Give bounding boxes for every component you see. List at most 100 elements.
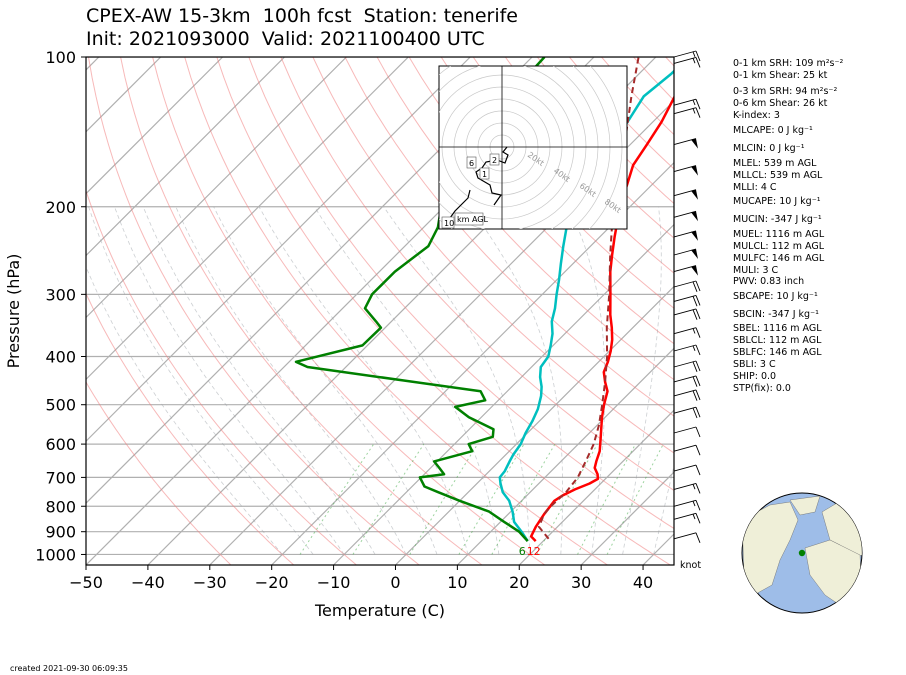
dry-adiabat bbox=[184, 57, 608, 565]
index-name: MLCIN: bbox=[733, 143, 770, 154]
x-tick-label: −30 bbox=[193, 573, 227, 592]
dry-adiabat bbox=[408, 57, 674, 345]
index-line: MULI: 3 C bbox=[733, 265, 778, 276]
y-tick-label: 900 bbox=[45, 523, 76, 542]
index-value: 25 kt bbox=[803, 70, 828, 81]
index-value: 1116 m AGL bbox=[763, 323, 822, 334]
index-line: 0-1 km Shear: 25 kt bbox=[733, 70, 827, 81]
wind-barb bbox=[673, 482, 701, 494]
wind-barb bbox=[673, 375, 701, 387]
index-line: MUCIN: -347 J kg⁻¹ bbox=[733, 214, 822, 225]
index-value: 26 kt bbox=[803, 98, 828, 109]
index-name: PWV: bbox=[733, 276, 761, 287]
index-value: 0 J kg⁻¹ bbox=[769, 143, 805, 154]
moist-adiabat bbox=[88, 206, 314, 555]
index-value: 3 C bbox=[759, 359, 776, 370]
mixing-ratio-line bbox=[299, 443, 375, 555]
index-value: 539 m AGL bbox=[764, 158, 817, 169]
index-value: 10 J kg⁻¹ bbox=[779, 196, 821, 207]
x-tick-label: 40 bbox=[633, 573, 653, 592]
index-line: SBEL: 1116 m AGL bbox=[733, 323, 822, 334]
index-value: 112 m AGL bbox=[769, 335, 822, 346]
moist-adiabat bbox=[567, 206, 606, 555]
moist-adiabat bbox=[383, 206, 531, 555]
index-line: MLLI: 4 C bbox=[733, 182, 777, 193]
wind-barb bbox=[673, 248, 698, 259]
moist-adiabat bbox=[142, 206, 376, 555]
dry-adiabat bbox=[312, 57, 674, 454]
index-name: SBEL: bbox=[733, 323, 764, 334]
wind-barb bbox=[673, 499, 701, 511]
index-line: 0-1 km SRH: 109 m²s⁻² bbox=[733, 58, 843, 69]
wind-barb bbox=[673, 265, 698, 276]
index-line: 0-3 km SRH: 94 m²s⁻² bbox=[733, 86, 837, 97]
isotherm-line bbox=[86, 57, 285, 257]
isotherm-line bbox=[518, 409, 674, 565]
x-tick-label: −20 bbox=[255, 573, 289, 592]
index-name: MULCL: bbox=[733, 241, 772, 252]
index-value: 0.83 inch bbox=[760, 276, 805, 287]
wind-barb bbox=[673, 138, 698, 149]
wind-barb bbox=[673, 210, 698, 222]
index-value: 112 m AGL bbox=[771, 241, 825, 252]
x-tick-label: −40 bbox=[131, 573, 165, 592]
index-line: MUCAPE: 10 J kg⁻¹ bbox=[733, 196, 821, 207]
x-tick-label: 10 bbox=[447, 573, 467, 592]
index-value: 4 C bbox=[760, 182, 777, 193]
isotherm-line bbox=[86, 57, 471, 443]
surface-dewpoint-label: 6 bbox=[519, 545, 526, 558]
wind-barb bbox=[673, 107, 701, 118]
index-name: SBCAPE: bbox=[733, 291, 777, 302]
mixing-ratio-line bbox=[491, 443, 556, 555]
index-value: 1116 m AGL bbox=[765, 229, 825, 240]
isotherm-line bbox=[209, 99, 674, 565]
index-line: SBCIN: -347 J kg⁻¹ bbox=[733, 309, 819, 320]
wind-barb bbox=[673, 512, 701, 524]
index-line: SHIP: 0.0 bbox=[733, 371, 776, 382]
index-value: 539 m AGL bbox=[769, 170, 823, 181]
hodograph-height-label: 1 bbox=[482, 170, 487, 179]
wind-barb bbox=[673, 189, 698, 200]
index-value: 109 m²s⁻² bbox=[795, 58, 844, 69]
isotherm-line bbox=[86, 57, 409, 381]
index-value: 3 C bbox=[762, 265, 779, 276]
index-line: MULFC: 146 m AGL bbox=[733, 253, 824, 264]
moist-adiabat bbox=[114, 206, 345, 555]
index-name: MLCAPE: bbox=[733, 125, 778, 136]
wind-barb bbox=[673, 50, 701, 62]
hodograph-height-label: 10 bbox=[444, 219, 454, 228]
y-tick-label: 400 bbox=[45, 348, 76, 367]
index-value: 10 J kg⁻¹ bbox=[776, 291, 818, 302]
dry-adiabat bbox=[344, 57, 674, 417]
wind-barb bbox=[673, 464, 701, 476]
isotherm-line bbox=[456, 347, 674, 565]
isotherm-line bbox=[580, 471, 674, 565]
y-tick-label: 600 bbox=[45, 435, 76, 454]
mixing-ratio-line bbox=[458, 443, 525, 555]
index-line: SBCAPE: 10 J kg⁻¹ bbox=[733, 291, 818, 302]
index-value: -347 J kg⁻¹ bbox=[770, 214, 822, 225]
index-line: MLCIN: 0 J kg⁻¹ bbox=[733, 143, 805, 154]
dry-adiabat bbox=[86, 381, 232, 565]
index-line: MLEL: 539 m AGL bbox=[733, 158, 816, 169]
wind-barb bbox=[673, 426, 701, 438]
index-line: STP(fix): 0.0 bbox=[733, 383, 791, 394]
index-line: PWV: 0.83 inch bbox=[733, 276, 804, 287]
wind-barb bbox=[673, 294, 701, 307]
index-line: K-index: 3 bbox=[733, 110, 780, 121]
wind-barb bbox=[673, 165, 698, 176]
index-name: MULI: bbox=[733, 265, 763, 276]
index-name: SHIP: bbox=[733, 371, 761, 382]
x-tick-label: −10 bbox=[317, 573, 351, 592]
wind-barb bbox=[673, 389, 701, 401]
mixing-ratio-line bbox=[577, 443, 636, 555]
dry-adiabat bbox=[86, 292, 295, 565]
globe-land-greenland bbox=[789, 495, 821, 516]
y-axis-label: Pressure (hPa) bbox=[4, 254, 23, 369]
y-tick-label: 800 bbox=[45, 497, 76, 516]
index-name: MLLCL: bbox=[733, 170, 770, 181]
index-line: SBLFC: 146 m AGL bbox=[733, 347, 822, 358]
globe-locator bbox=[741, 492, 863, 614]
station-marker bbox=[798, 549, 806, 557]
index-name: 0-3 km SRH: bbox=[733, 86, 796, 97]
